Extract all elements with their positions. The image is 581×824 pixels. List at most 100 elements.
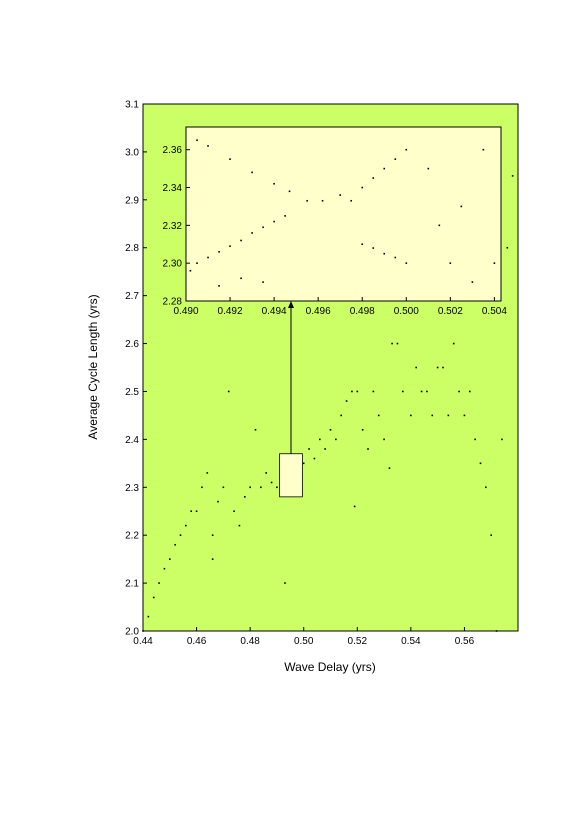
inset-point — [196, 262, 198, 264]
main-point — [463, 414, 466, 417]
main-point — [276, 486, 278, 489]
inset-point — [405, 262, 408, 264]
y-axis-title: Average Cycle Length (yrs) — [86, 294, 100, 439]
main-point — [426, 390, 428, 393]
inset-y-tick-label: 2.32 — [163, 221, 183, 232]
main-point — [179, 534, 182, 536]
main-x-tick-label: 0.48 — [240, 636, 260, 647]
main-point — [490, 534, 493, 536]
main-point — [163, 567, 166, 570]
inset-point — [240, 277, 242, 280]
inset-point — [350, 199, 353, 202]
main-point — [254, 428, 257, 431]
main-point — [391, 342, 393, 345]
main-y-tick-label: 3.1 — [125, 100, 139, 111]
main-x-tick-label: 0.44 — [133, 636, 153, 647]
inset-point — [262, 226, 264, 229]
inset-point — [471, 281, 474, 283]
main-point — [388, 467, 391, 469]
main-point — [361, 428, 364, 431]
main-point — [452, 342, 455, 345]
main-point — [217, 500, 219, 503]
main-point — [233, 510, 235, 513]
inset-y-tick-label: 2.36 — [163, 145, 183, 156]
inset-x-tick-label: 0.496 — [306, 306, 331, 317]
main-point — [206, 472, 209, 474]
main-y-tick-label: 3.0 — [125, 147, 139, 158]
main-point — [415, 366, 418, 369]
inset-x-tick-label: 0.492 — [218, 306, 243, 317]
inset-point — [361, 186, 364, 189]
main-point — [211, 558, 214, 560]
main-point — [356, 390, 359, 393]
main-point — [324, 448, 326, 450]
main-point — [243, 496, 246, 498]
inset-point — [372, 177, 375, 179]
inset-point — [449, 262, 452, 264]
main-point — [313, 457, 316, 460]
main-point — [284, 582, 286, 584]
inset-point — [394, 158, 397, 160]
inset-x-tick-label: 0.502 — [438, 306, 463, 317]
inset-point — [218, 285, 220, 287]
inset-point — [207, 145, 209, 147]
inset-point — [321, 199, 324, 202]
main-point — [174, 543, 176, 546]
inset-point — [460, 205, 463, 208]
main-x-tick-label: 0.50 — [294, 636, 314, 647]
main-x-tick-label: 0.54 — [401, 636, 421, 647]
main-point — [201, 486, 203, 489]
main-point — [335, 438, 337, 441]
inset-point — [493, 262, 496, 264]
inset-x-tick-label: 0.500 — [394, 306, 419, 317]
inset-point — [339, 194, 341, 196]
main-point — [377, 414, 380, 417]
main-y-tick-label: 2.1 — [125, 579, 139, 590]
main-point — [458, 390, 460, 393]
main-point — [190, 510, 193, 513]
main-point — [340, 414, 343, 417]
main-y-tick-label: 2.5 — [125, 387, 139, 398]
main-point — [195, 510, 198, 513]
main-point — [511, 175, 514, 177]
main-point — [431, 414, 434, 417]
inset-point — [306, 199, 308, 202]
main-y-tick-label: 2.3 — [125, 483, 139, 494]
main-point — [383, 438, 385, 441]
main-point — [185, 524, 187, 527]
inset-x-tick-label: 0.494 — [262, 306, 287, 317]
main-point — [238, 524, 241, 527]
main-point — [396, 342, 399, 345]
inset-point — [273, 220, 275, 223]
main-point — [318, 438, 321, 441]
main-y-tick-label: 2.7 — [125, 291, 139, 302]
inset-point — [262, 281, 264, 283]
main-point — [158, 582, 160, 584]
main-point — [447, 414, 450, 417]
main-point — [367, 448, 369, 450]
main-x-tick-label: 0.56 — [455, 636, 475, 647]
inset-x-tick-label: 0.498 — [350, 306, 375, 317]
inset-point — [383, 167, 386, 170]
inset-point — [288, 190, 291, 193]
main-point — [506, 246, 509, 249]
inset-point — [361, 243, 364, 246]
inset-point — [405, 148, 408, 151]
inset-point — [189, 269, 192, 272]
main-point — [302, 462, 305, 465]
inset-point — [229, 245, 231, 247]
main-y-tick-label: 2.6 — [125, 339, 139, 350]
main-y-tick-label: 2.0 — [125, 627, 139, 638]
main-x-tick-label: 0.46 — [187, 636, 207, 647]
inset-point — [251, 171, 253, 174]
main-point — [270, 481, 273, 484]
main-point — [372, 390, 375, 393]
main-point — [308, 448, 310, 450]
main-y-tick-label: 2.8 — [125, 243, 139, 254]
main-point — [410, 414, 412, 417]
main-point — [249, 486, 251, 489]
inset-point — [383, 252, 386, 255]
main-x-tick-label: 0.52 — [348, 636, 368, 647]
main-point — [485, 486, 487, 489]
main-point — [479, 462, 482, 465]
